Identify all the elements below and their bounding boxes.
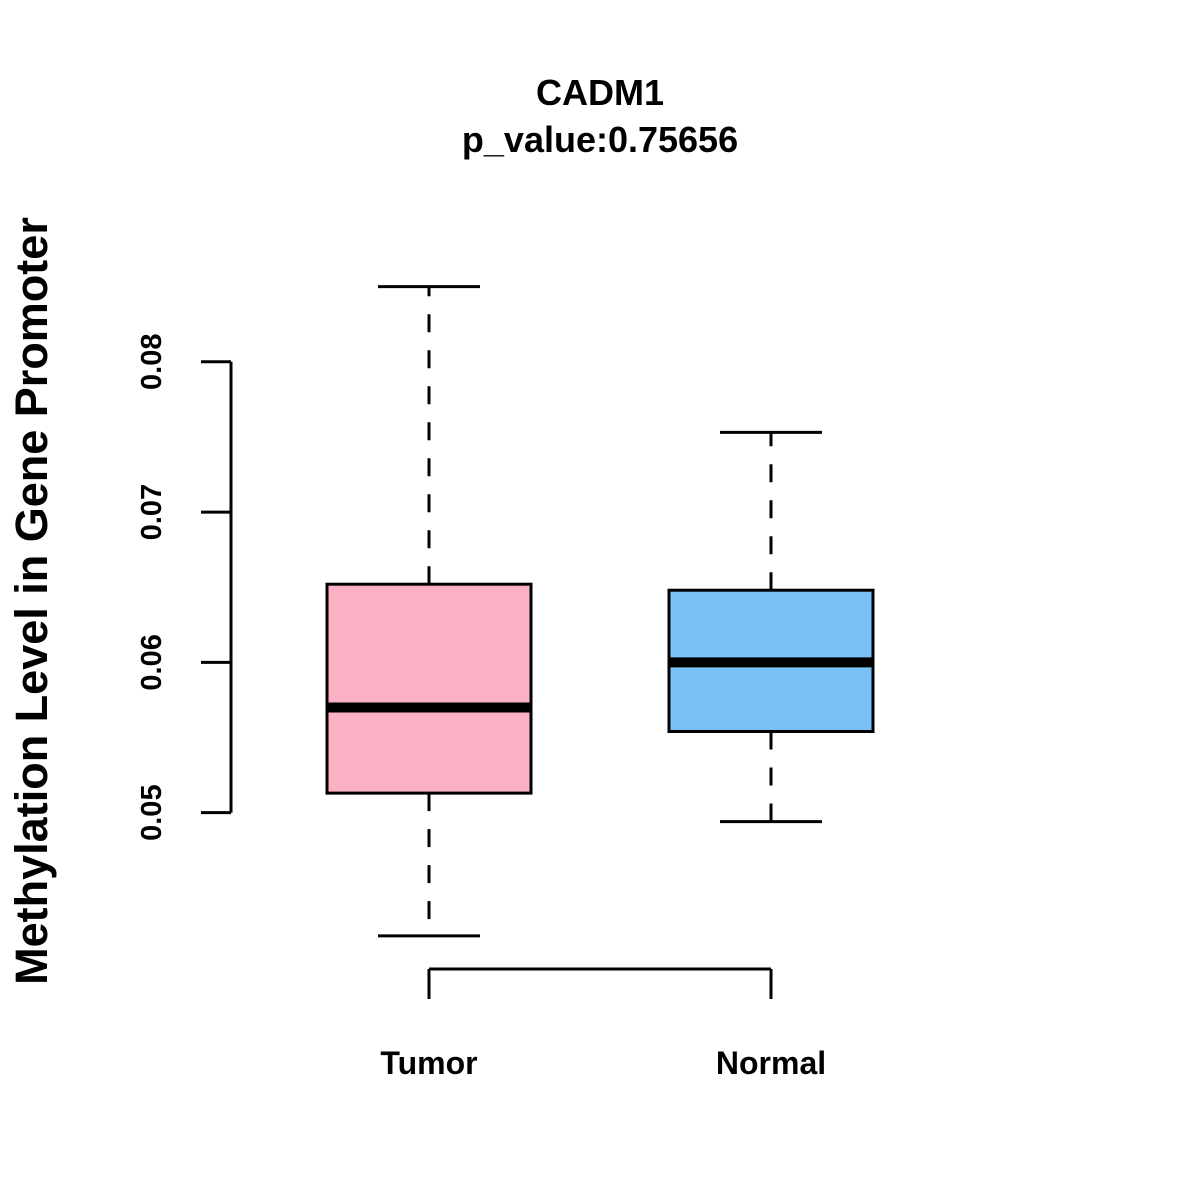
y-axis: 0.05 0.06 0.07 0.08 — [136, 334, 233, 841]
iqr-box — [325, 582, 533, 795]
y-tick-label: 0.07 — [136, 484, 168, 540]
box-normal — [667, 430, 875, 824]
y-tick-label: 0.08 — [136, 334, 168, 390]
x-axis: Tumor Normal — [380, 967, 826, 1081]
chart-title: CADM1 — [536, 72, 664, 113]
boxes — [325, 285, 875, 938]
p-value-subtitle: p_value:0.75656 — [462, 119, 738, 160]
box-tumor — [325, 285, 533, 938]
y-tick-label: 0.05 — [136, 784, 168, 840]
y-tick-label: 0.06 — [136, 634, 168, 690]
x-category-label: Normal — [716, 1045, 826, 1081]
x-category-label: Tumor — [380, 1045, 477, 1081]
y-axis-label: Methylation Level in Gene Promoter — [6, 217, 57, 985]
